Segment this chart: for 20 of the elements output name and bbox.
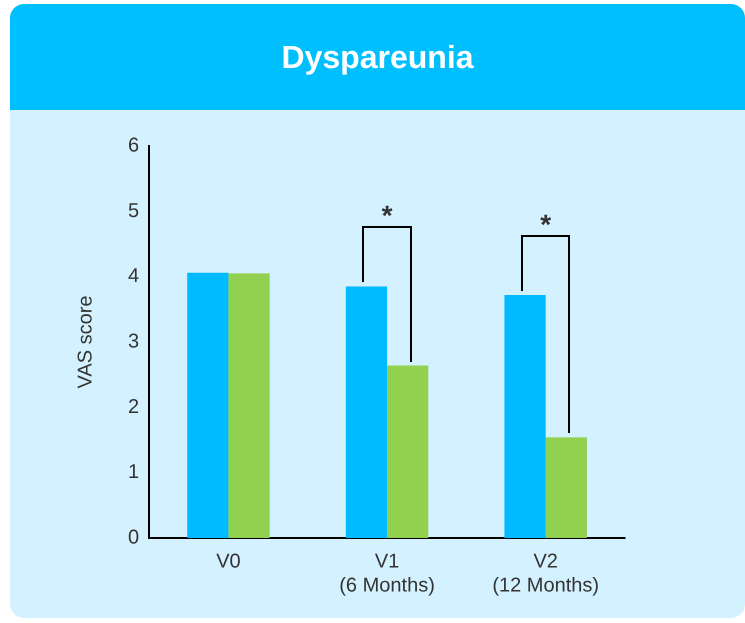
- x-tick-label: V0: [216, 550, 241, 573]
- y-tick-label: 4: [128, 265, 140, 288]
- y-axis-title: VAS score: [74, 296, 97, 388]
- y-tick-label: 1: [128, 461, 140, 484]
- y-tick-label: 2: [128, 396, 140, 418]
- x-tick-label: V2 (12 Months): [492, 550, 600, 597]
- chart-title: Dyspareunia: [10, 4, 745, 110]
- x-tick-label: V1 (6 Months): [339, 550, 435, 597]
- annotation: *: [380, 200, 394, 232]
- y-tick-label: 6: [128, 134, 140, 157]
- bar: [228, 273, 270, 538]
- annotation: *: [539, 208, 552, 240]
- bar: [346, 286, 388, 538]
- bar: [187, 272, 228, 538]
- bar: [546, 437, 587, 538]
- y-tick-label: 0: [128, 526, 140, 549]
- y-tick-label: 5: [128, 200, 140, 222]
- bar: [504, 294, 546, 538]
- bar: [387, 366, 428, 538]
- y-tick-label: 3: [128, 330, 140, 353]
